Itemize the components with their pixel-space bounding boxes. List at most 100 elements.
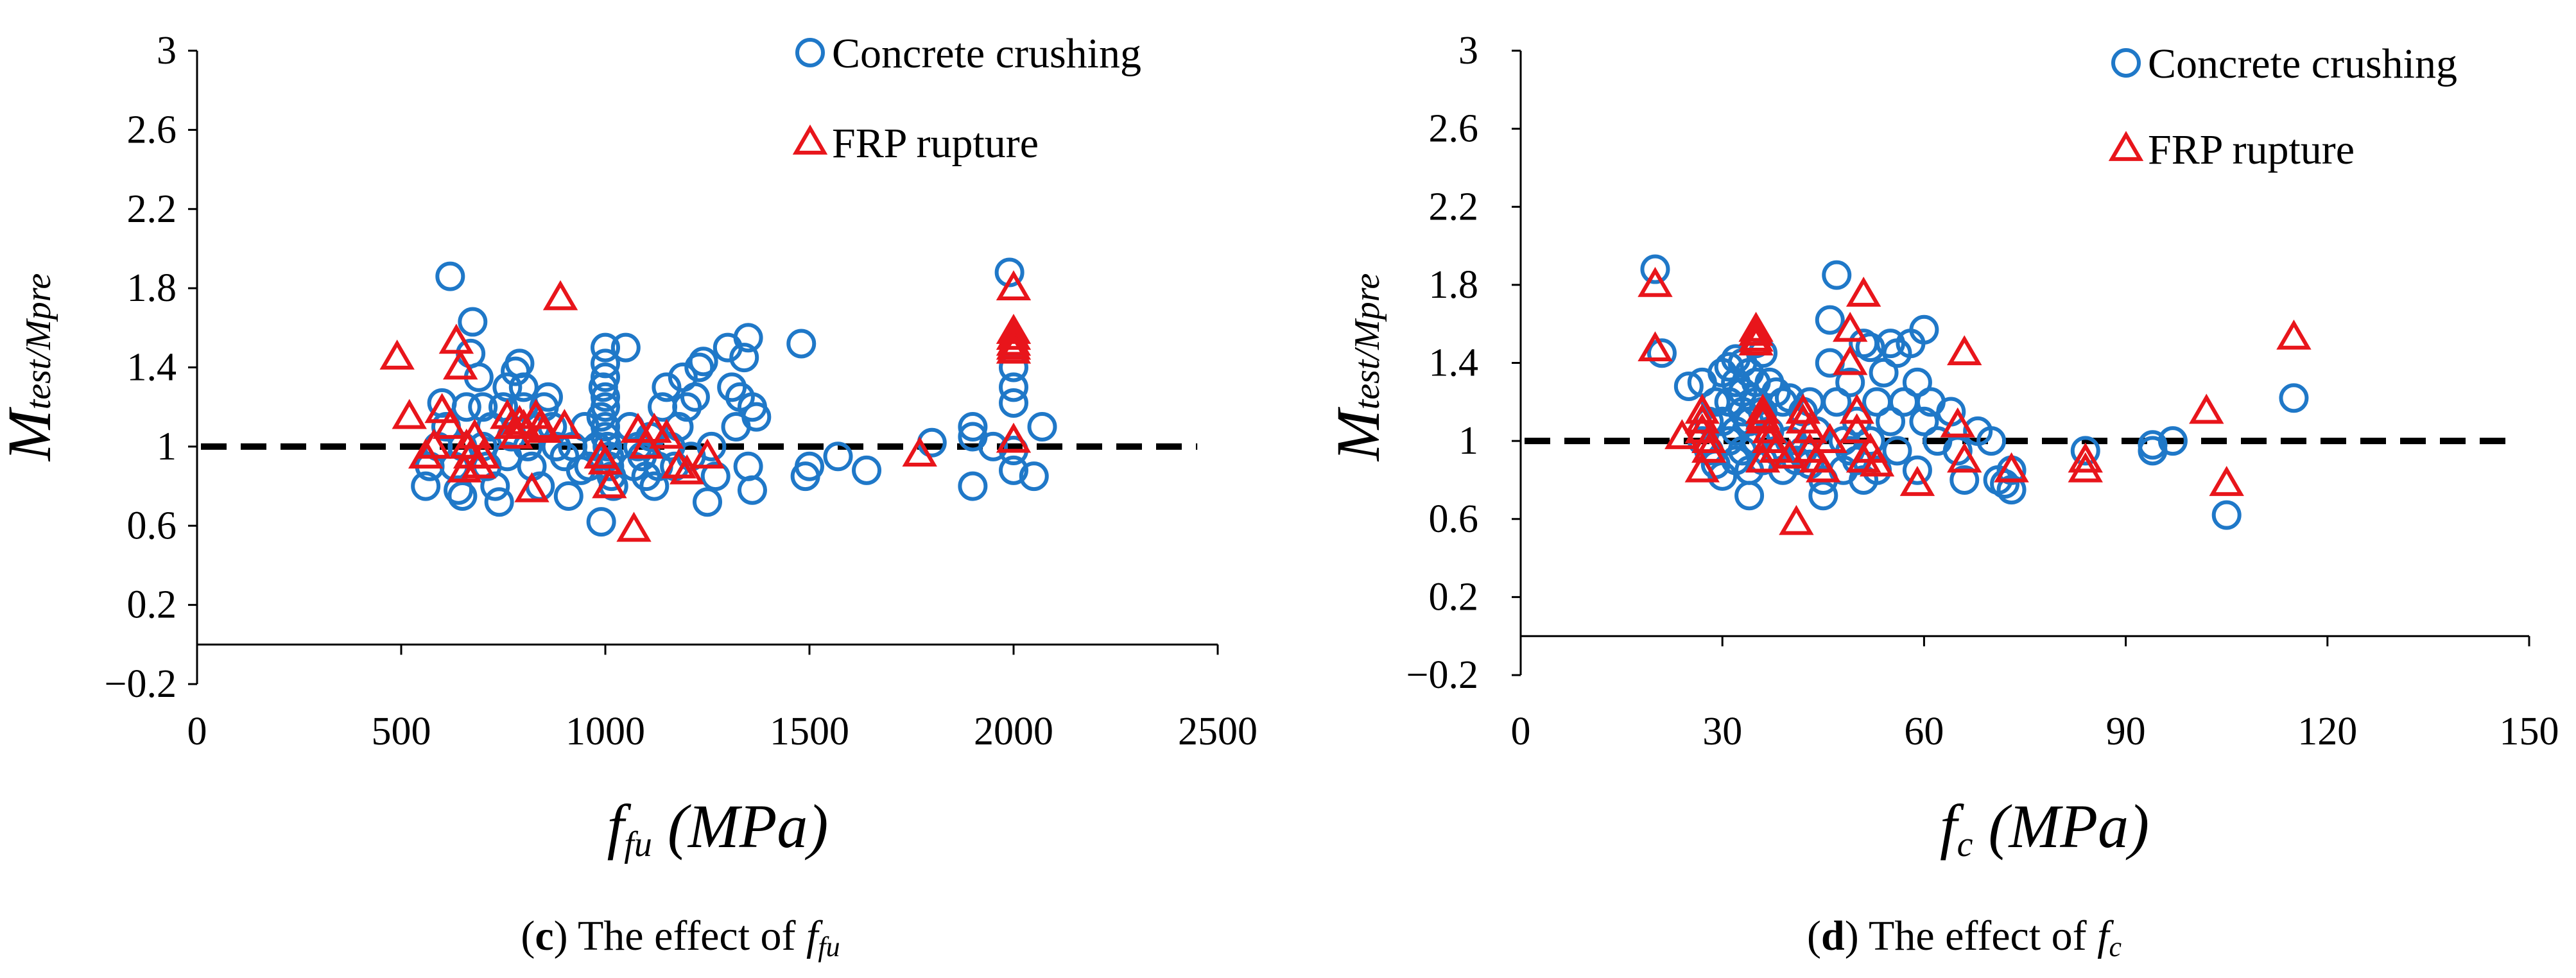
data-point-triangle (1758, 433, 1794, 463)
data-point-circle (1855, 332, 1885, 363)
data-point-circle (1822, 260, 1852, 290)
data-point-circle (978, 431, 1008, 461)
data-point-circle (958, 412, 988, 442)
y-tick-label: 1.4 (1429, 341, 1479, 385)
data-point-circle (1976, 426, 2007, 456)
data-point-triangle (2068, 452, 2103, 483)
y-tick-label: 3 (1458, 29, 1478, 73)
data-point-circle (1949, 465, 1980, 495)
y-tick-label: 0.2 (1429, 575, 1479, 619)
data-point-triangle (1859, 446, 1895, 477)
data-point-triangle (1899, 466, 1935, 496)
data-point-circle (994, 257, 1024, 287)
data-point-circle (639, 471, 670, 501)
data-point-triangle (996, 325, 1032, 356)
data-point-circle (1019, 461, 1049, 492)
data-point-circle (1822, 387, 1852, 417)
x-tick-label: 60 (1904, 710, 1944, 753)
x-tick-label: 120 (2297, 710, 2357, 753)
data-point-circle (553, 481, 583, 511)
data-point-triangle (996, 422, 1032, 453)
x-tick-label: 90 (2106, 710, 2146, 753)
series-triangle (379, 270, 1032, 542)
data-point-triangle (1994, 452, 2029, 483)
data-point-triangle (1839, 413, 1874, 443)
legend: Concrete crushing FRP rupture (792, 30, 1141, 167)
y-tick-label: 2.2 (127, 187, 177, 231)
data-point-triangle (1832, 311, 1868, 342)
data-point-triangle (2189, 393, 2224, 424)
data-point-circle (852, 455, 882, 485)
data-point-triangle (1691, 433, 1727, 463)
data-point-circle (586, 507, 616, 537)
data-point-triangle (1839, 393, 1874, 424)
data-point-triangle (1752, 413, 1787, 443)
y-tick-label: 0.6 (127, 504, 177, 547)
data-point-circle (2070, 436, 2100, 466)
data-point-triangle (457, 418, 492, 449)
data-point-triangle (616, 511, 652, 542)
x-tick-label: 0 (1511, 710, 1531, 753)
data-point-triangle (587, 444, 623, 475)
data-point-triangle (1947, 335, 1982, 366)
chart-panel-d: −0.20.20.611.41.82.22.630 30 60 90 120 150Con… (1324, 29, 2559, 963)
data-point-triangle (1745, 442, 1781, 473)
data-point-circle (1640, 254, 1670, 284)
data-point-triangle (2209, 466, 2244, 496)
data-point-triangle (1638, 331, 1673, 362)
data-point-circle (795, 451, 824, 481)
data-point-circle (447, 481, 478, 511)
data-point-triangle (438, 323, 474, 354)
y-tick-label: 1 (1458, 419, 1478, 463)
data-point-triangle (1806, 452, 1841, 483)
data-point-circle (505, 348, 535, 379)
y-tick-label: 0.2 (127, 583, 177, 627)
legend-label: FRP rupture (832, 120, 1039, 167)
data-point-circle (1835, 367, 1865, 397)
data-point-triangle (1738, 315, 1774, 346)
data-point-triangle (689, 438, 725, 469)
data-point-circle (1734, 481, 1765, 511)
data-point-triangle (1947, 442, 1982, 473)
x-tick-label: 0 (187, 710, 207, 753)
data-point-circle (958, 471, 988, 501)
data-point-circle (823, 442, 853, 472)
data-point-circle (1996, 475, 2027, 505)
data-point-triangle (1792, 413, 1828, 443)
data-point-circle (444, 475, 474, 505)
data-point-triangle (2068, 442, 2103, 473)
data-point-triangle (996, 320, 1032, 350)
data-point-triangle (649, 418, 684, 449)
data-point-circle (786, 329, 817, 359)
legend-label: Concrete crushing (2148, 40, 2457, 87)
x-tick-label: 150 (2500, 710, 2559, 753)
data-point-triangle (1772, 438, 1808, 469)
legend-marker-triangle (2108, 131, 2144, 161)
data-point-triangle (1738, 325, 1774, 356)
x-tick-label: 1000 (566, 710, 645, 753)
data-point-circle (696, 431, 727, 461)
y-tick-label: 1.4 (127, 346, 177, 390)
data-point-circle (684, 352, 714, 382)
data-point-triangle (1684, 403, 1720, 434)
data-point-circle (451, 392, 481, 422)
data-point-triangle (1664, 419, 1700, 449)
data-point-circle (688, 347, 718, 377)
series-circle (411, 257, 1057, 537)
data-point-circle (1027, 412, 1057, 442)
data-point-circle (2279, 383, 2309, 413)
data-point-triangle (1785, 393, 1821, 424)
data-point-circle (680, 382, 710, 412)
data-point-circle (1673, 371, 1704, 401)
y-axis-title: Mtest/Mpre (1324, 273, 1392, 463)
data-point-triangle (379, 339, 415, 370)
legend-label: Concrete crushing (832, 30, 1141, 77)
data-point-circle (591, 392, 620, 422)
data-point-triangle (1779, 504, 1814, 535)
data-point-triangle (1738, 311, 1774, 342)
data-point-circle (1869, 357, 1899, 388)
data-point-circle (591, 348, 620, 379)
series-circle (1640, 254, 2309, 530)
y-tick-label: 2.2 (1429, 185, 1479, 228)
x-tick-label: 1500 (770, 710, 849, 753)
